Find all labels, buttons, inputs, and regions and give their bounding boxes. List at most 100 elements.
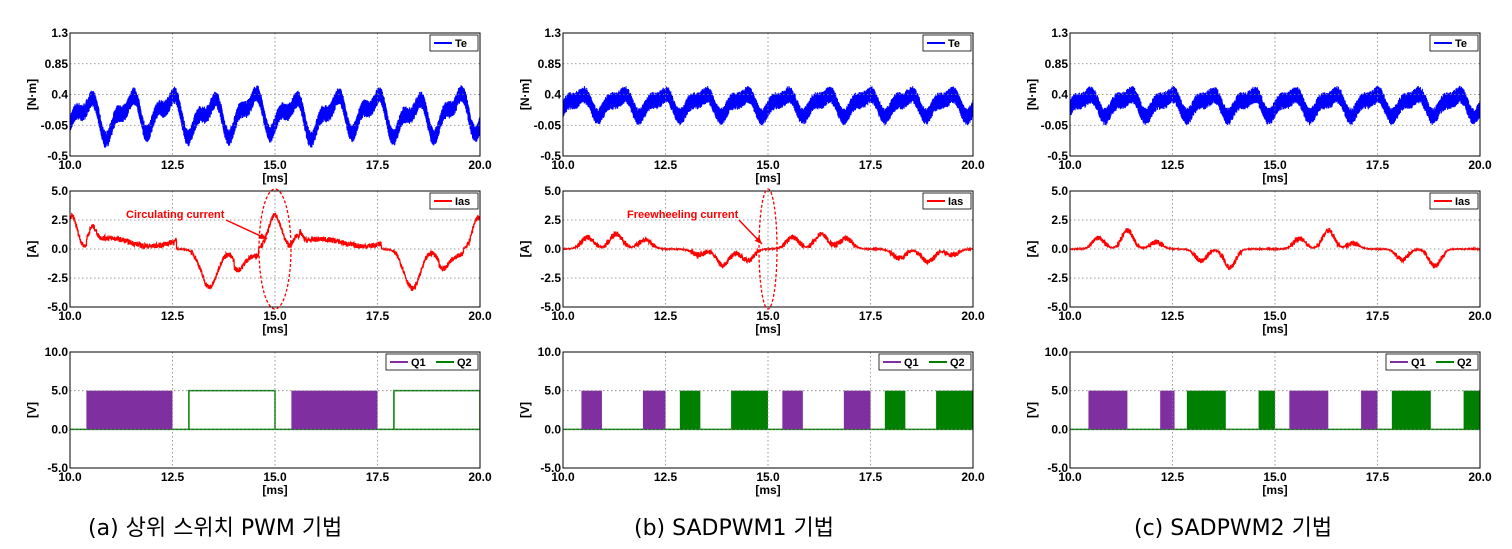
x-tick-label: 15.0 [756, 470, 780, 484]
x-tick-label: 17.5 [366, 158, 390, 172]
y-axis-label: [V] [518, 402, 532, 418]
annotation-label: Circulating current [126, 209, 225, 221]
te-series-line [1070, 85, 1480, 126]
y-tick-label: 1.3 [1051, 26, 1068, 40]
y-tick-label: 5.0 [1051, 384, 1068, 398]
legend-label-te: Te [455, 38, 467, 50]
q2-pwm-block [884, 390, 906, 430]
y-tick-label: -5.0 [47, 300, 68, 314]
x-tick-label: 10.0 [58, 309, 82, 323]
x-tick-label: 15.0 [756, 158, 780, 172]
x-axis-label: [ms] [262, 322, 287, 336]
y-tick-label: 10.0 [538, 345, 562, 359]
y-axis-label: [N·m] [518, 79, 532, 110]
x-tick-label: 15.0 [263, 158, 287, 172]
legend-label-q1: Q1 [411, 357, 426, 369]
y-tick-label: 5.0 [51, 184, 68, 198]
x-tick-label: 20.0 [961, 158, 985, 172]
x-tick-label: 20.0 [468, 158, 492, 172]
legend: Q1 Q2 [385, 353, 479, 371]
x-tick-label: 12.5 [1161, 309, 1185, 323]
te-series-line [563, 85, 973, 126]
x-tick-label: 20.0 [1468, 158, 1492, 172]
te-series-line [70, 85, 480, 148]
q2-on-pulse [188, 389, 276, 430]
x-tick-label: 15.0 [263, 470, 287, 484]
legend-box [1429, 192, 1479, 210]
plot-frame [69, 351, 481, 469]
chart-a-ias: 10.0 12.5 15.0 17.5 20.0 -5.0 -2.5 0.0 2.5 5.0 [ms… [25, 184, 492, 336]
x-tick-label: 20.0 [468, 470, 492, 484]
annotation-arrow [225, 219, 268, 240]
plot-frame [1069, 32, 1481, 157]
legend-label-q2: Q2 [950, 357, 965, 369]
x-tick-label: 20.0 [1468, 470, 1492, 484]
plot-frame [1069, 351, 1481, 469]
legend: Te [1429, 34, 1479, 52]
x-tick-label: 17.5 [1366, 158, 1390, 172]
chart-b-te: 10.0 12.5 15.0 17.5 20.0 -0.5 -0.05 0.4 0.85 1.3 [… [518, 26, 985, 185]
y-tick-label: 0.85 [45, 57, 69, 71]
plot-frame [562, 351, 974, 469]
x-tick-label: 10.0 [58, 470, 82, 484]
x-tick-label: 10.0 [1058, 309, 1082, 323]
caption-c: (c) SADPWM2 기법 [1134, 516, 1333, 541]
legend-label-q1: Q1 [904, 357, 919, 369]
y-tick-label: 0.4 [51, 88, 68, 102]
legend-box [1385, 353, 1479, 371]
y-tick-label: 2.5 [51, 213, 68, 227]
q1-pwm-block [782, 390, 803, 430]
y-tick-label: -5.0 [1047, 461, 1068, 475]
legend-box [385, 353, 479, 371]
y-tick-label: 0.4 [544, 88, 561, 102]
x-tick-label: 15.0 [1263, 158, 1287, 172]
x-axis-label: [ms] [755, 483, 780, 497]
x-axis-label: [ms] [755, 322, 780, 336]
q1-pwm-block [642, 390, 666, 430]
annotation-arrowhead [754, 236, 762, 244]
x-tick-label: 12.5 [654, 158, 678, 172]
legend: Te [922, 34, 972, 52]
y-axis-label: [N·m] [1025, 79, 1039, 110]
y-tick-label: 0.0 [51, 422, 68, 436]
legend: Ias [922, 192, 972, 210]
y-tick-label: 1.3 [51, 26, 68, 40]
y-tick-label: 0.0 [51, 242, 68, 256]
x-tick-label: 17.5 [859, 470, 883, 484]
y-tick-label: 2.5 [1051, 213, 1068, 227]
y-tick-label: 1.3 [544, 26, 561, 40]
q1-pwm-block [1160, 390, 1175, 430]
x-tick-label: 10.0 [551, 470, 575, 484]
x-tick-label: 10.0 [1058, 158, 1082, 172]
y-tick-label: 5.0 [51, 384, 68, 398]
x-tick-label: 12.5 [1161, 158, 1185, 172]
x-tick-label: 12.5 [1161, 470, 1185, 484]
x-tick-label: 12.5 [161, 309, 185, 323]
y-axis-label: [A] [25, 241, 39, 258]
x-tick-label: 12.5 [654, 470, 678, 484]
y-tick-label: -2.5 [47, 271, 68, 285]
caption-b: (b) SADPWM1 기법 [634, 516, 834, 541]
y-tick-label: -2.5 [1047, 271, 1068, 285]
q1-pwm-block [86, 390, 173, 430]
x-tick-label: 12.5 [161, 158, 185, 172]
legend-label-ias: Ias [948, 196, 963, 208]
data-layer [563, 85, 973, 126]
y-tick-label: -2.5 [540, 271, 561, 285]
y-tick-label: -0.5 [47, 149, 68, 163]
x-tick-label: 15.0 [756, 309, 780, 323]
legend-label-q2: Q2 [457, 357, 472, 369]
y-axis-label: [A] [1025, 241, 1039, 258]
y-tick-label: 5.0 [1051, 184, 1068, 198]
y-tick-label: 0.85 [1045, 57, 1069, 71]
legend: Ias [429, 192, 479, 210]
x-tick-label: 15.0 [1263, 309, 1287, 323]
plot-frame [69, 190, 481, 308]
legend: Q1 Q2 [1385, 353, 1479, 371]
plot-frame [562, 190, 974, 308]
caption-a: (a) 상위 스위치 PWM 기법 [88, 516, 343, 541]
q2-pwm-block [1186, 390, 1226, 430]
annotation-arrowhead [259, 233, 267, 239]
q2-pwm-block [1391, 390, 1431, 430]
